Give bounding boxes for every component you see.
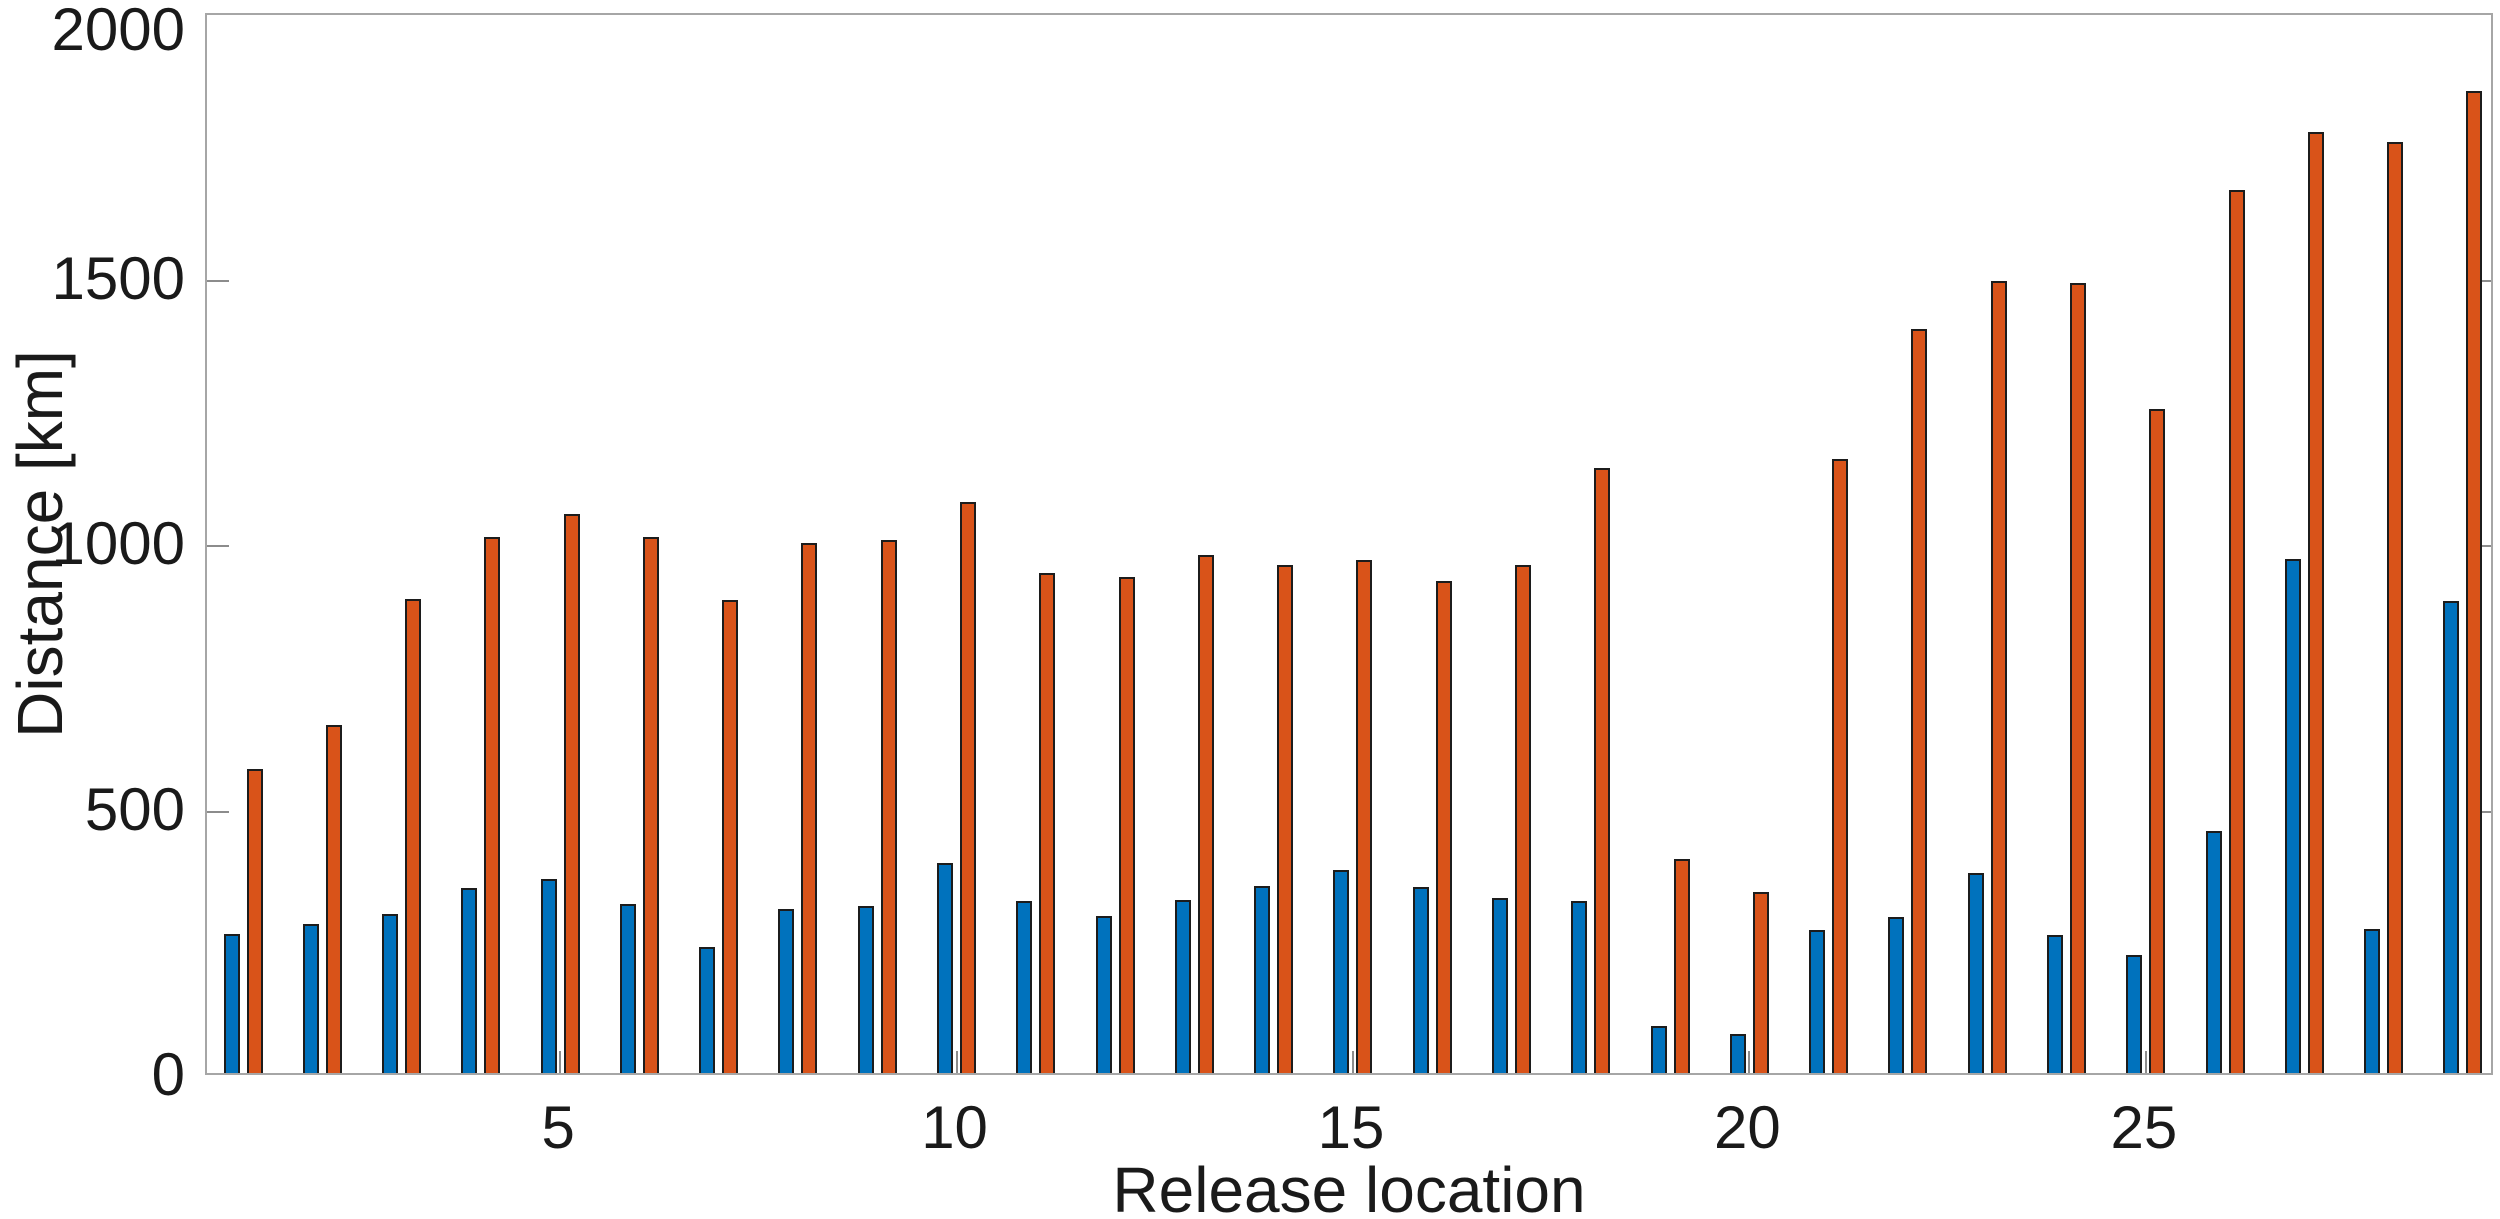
bar-blue-15 xyxy=(1333,870,1350,1073)
bar-orange-11 xyxy=(1039,573,1056,1073)
bar-blue-8 xyxy=(778,909,795,1073)
bar-orange-7 xyxy=(722,600,739,1073)
y-tick-mark-left-1000 xyxy=(207,545,229,547)
x-tick-label-25: 25 xyxy=(2110,1094,2178,1161)
bar-blue-2 xyxy=(302,924,319,1073)
bar-orange-17 xyxy=(1515,565,1532,1073)
bar-blue-10 xyxy=(937,863,954,1073)
bar-orange-25 xyxy=(2149,409,2166,1073)
bar-blue-24 xyxy=(2047,935,2064,1073)
bar-blue-23 xyxy=(1967,873,1984,1073)
bar-orange-8 xyxy=(801,543,818,1073)
x-tick-label-20: 20 xyxy=(1714,1094,1781,1161)
bar-blue-29 xyxy=(2443,601,2460,1073)
bar-blue-21 xyxy=(1809,930,1826,1073)
bar-orange-9 xyxy=(880,540,897,1073)
bar-blue-16 xyxy=(1412,887,1429,1073)
bar-orange-1 xyxy=(246,769,263,1073)
bar-orange-4 xyxy=(484,537,501,1073)
bar-orange-26 xyxy=(2228,190,2245,1073)
y-tick-mark-left-500 xyxy=(207,810,229,813)
bar-orange-24 xyxy=(2070,283,2087,1073)
x-tick-mark-20 xyxy=(1748,1051,1751,1073)
bar-blue-4 xyxy=(461,888,478,1073)
y-tick-label-2000: 2000 xyxy=(51,0,185,63)
bar-blue-3 xyxy=(382,914,399,1073)
bar-orange-23 xyxy=(1990,281,2007,1073)
bar-orange-15 xyxy=(1356,560,1373,1073)
plot-area xyxy=(205,13,2493,1075)
x-axis-title: Release location xyxy=(1112,1154,1586,1219)
bar-blue-14 xyxy=(1254,886,1271,1073)
bar-blue-17 xyxy=(1492,898,1509,1073)
bar-orange-22 xyxy=(1911,329,1928,1073)
bar-orange-13 xyxy=(1197,555,1214,1073)
bar-orange-16 xyxy=(1435,581,1452,1073)
bar-orange-20 xyxy=(1752,892,1769,1073)
x-tick-mark-10 xyxy=(955,1051,958,1073)
x-tick-label-5: 5 xyxy=(541,1094,575,1161)
bar-blue-27 xyxy=(2284,559,2301,1073)
bar-blue-18 xyxy=(1571,901,1588,1073)
bar-orange-19 xyxy=(1673,859,1690,1073)
x-tick-label-10: 10 xyxy=(921,1094,988,1161)
bar-blue-9 xyxy=(857,906,874,1073)
bar-blue-25 xyxy=(2126,955,2143,1073)
y-tick-label-1500: 1500 xyxy=(51,244,185,312)
bar-blue-7 xyxy=(699,947,716,1073)
x-tick-mark-5 xyxy=(559,1051,562,1073)
bar-blue-13 xyxy=(1174,900,1191,1073)
bar-orange-10 xyxy=(960,502,977,1073)
y-tick-label-0: 0 xyxy=(151,1041,185,1108)
bar-orange-28 xyxy=(2387,142,2404,1073)
bar-orange-14 xyxy=(1277,565,1294,1073)
bar-blue-19 xyxy=(1650,1026,1667,1073)
y-tick-label-1000: 1000 xyxy=(51,510,185,577)
bar-orange-6 xyxy=(642,537,659,1073)
bar-blue-20 xyxy=(1729,1034,1746,1073)
bar-blue-11 xyxy=(1016,901,1033,1073)
y-tick-label-500: 500 xyxy=(84,775,185,843)
bar-blue-5 xyxy=(540,879,557,1073)
bar-blue-6 xyxy=(619,904,636,1073)
bar-orange-29 xyxy=(2466,91,2483,1073)
bar-orange-5 xyxy=(563,514,580,1073)
bar-blue-28 xyxy=(2364,929,2381,1073)
bar-orange-18 xyxy=(1594,468,1611,1073)
x-tick-mark-15 xyxy=(1351,1051,1354,1073)
bar-orange-27 xyxy=(2307,132,2324,1073)
bar-blue-22 xyxy=(1888,917,1905,1073)
bar-blue-1 xyxy=(223,934,240,1073)
y-tick-mark-left-1500 xyxy=(207,279,229,282)
bar-blue-26 xyxy=(2205,831,2222,1073)
bar-orange-3 xyxy=(405,599,422,1073)
bar-orange-2 xyxy=(325,725,342,1073)
bar-orange-21 xyxy=(1832,459,1849,1073)
bar-blue-12 xyxy=(1095,916,1112,1073)
x-tick-mark-25 xyxy=(2144,1051,2147,1073)
bar-orange-12 xyxy=(1118,577,1135,1073)
x-tick-label-15: 15 xyxy=(1317,1094,1385,1161)
